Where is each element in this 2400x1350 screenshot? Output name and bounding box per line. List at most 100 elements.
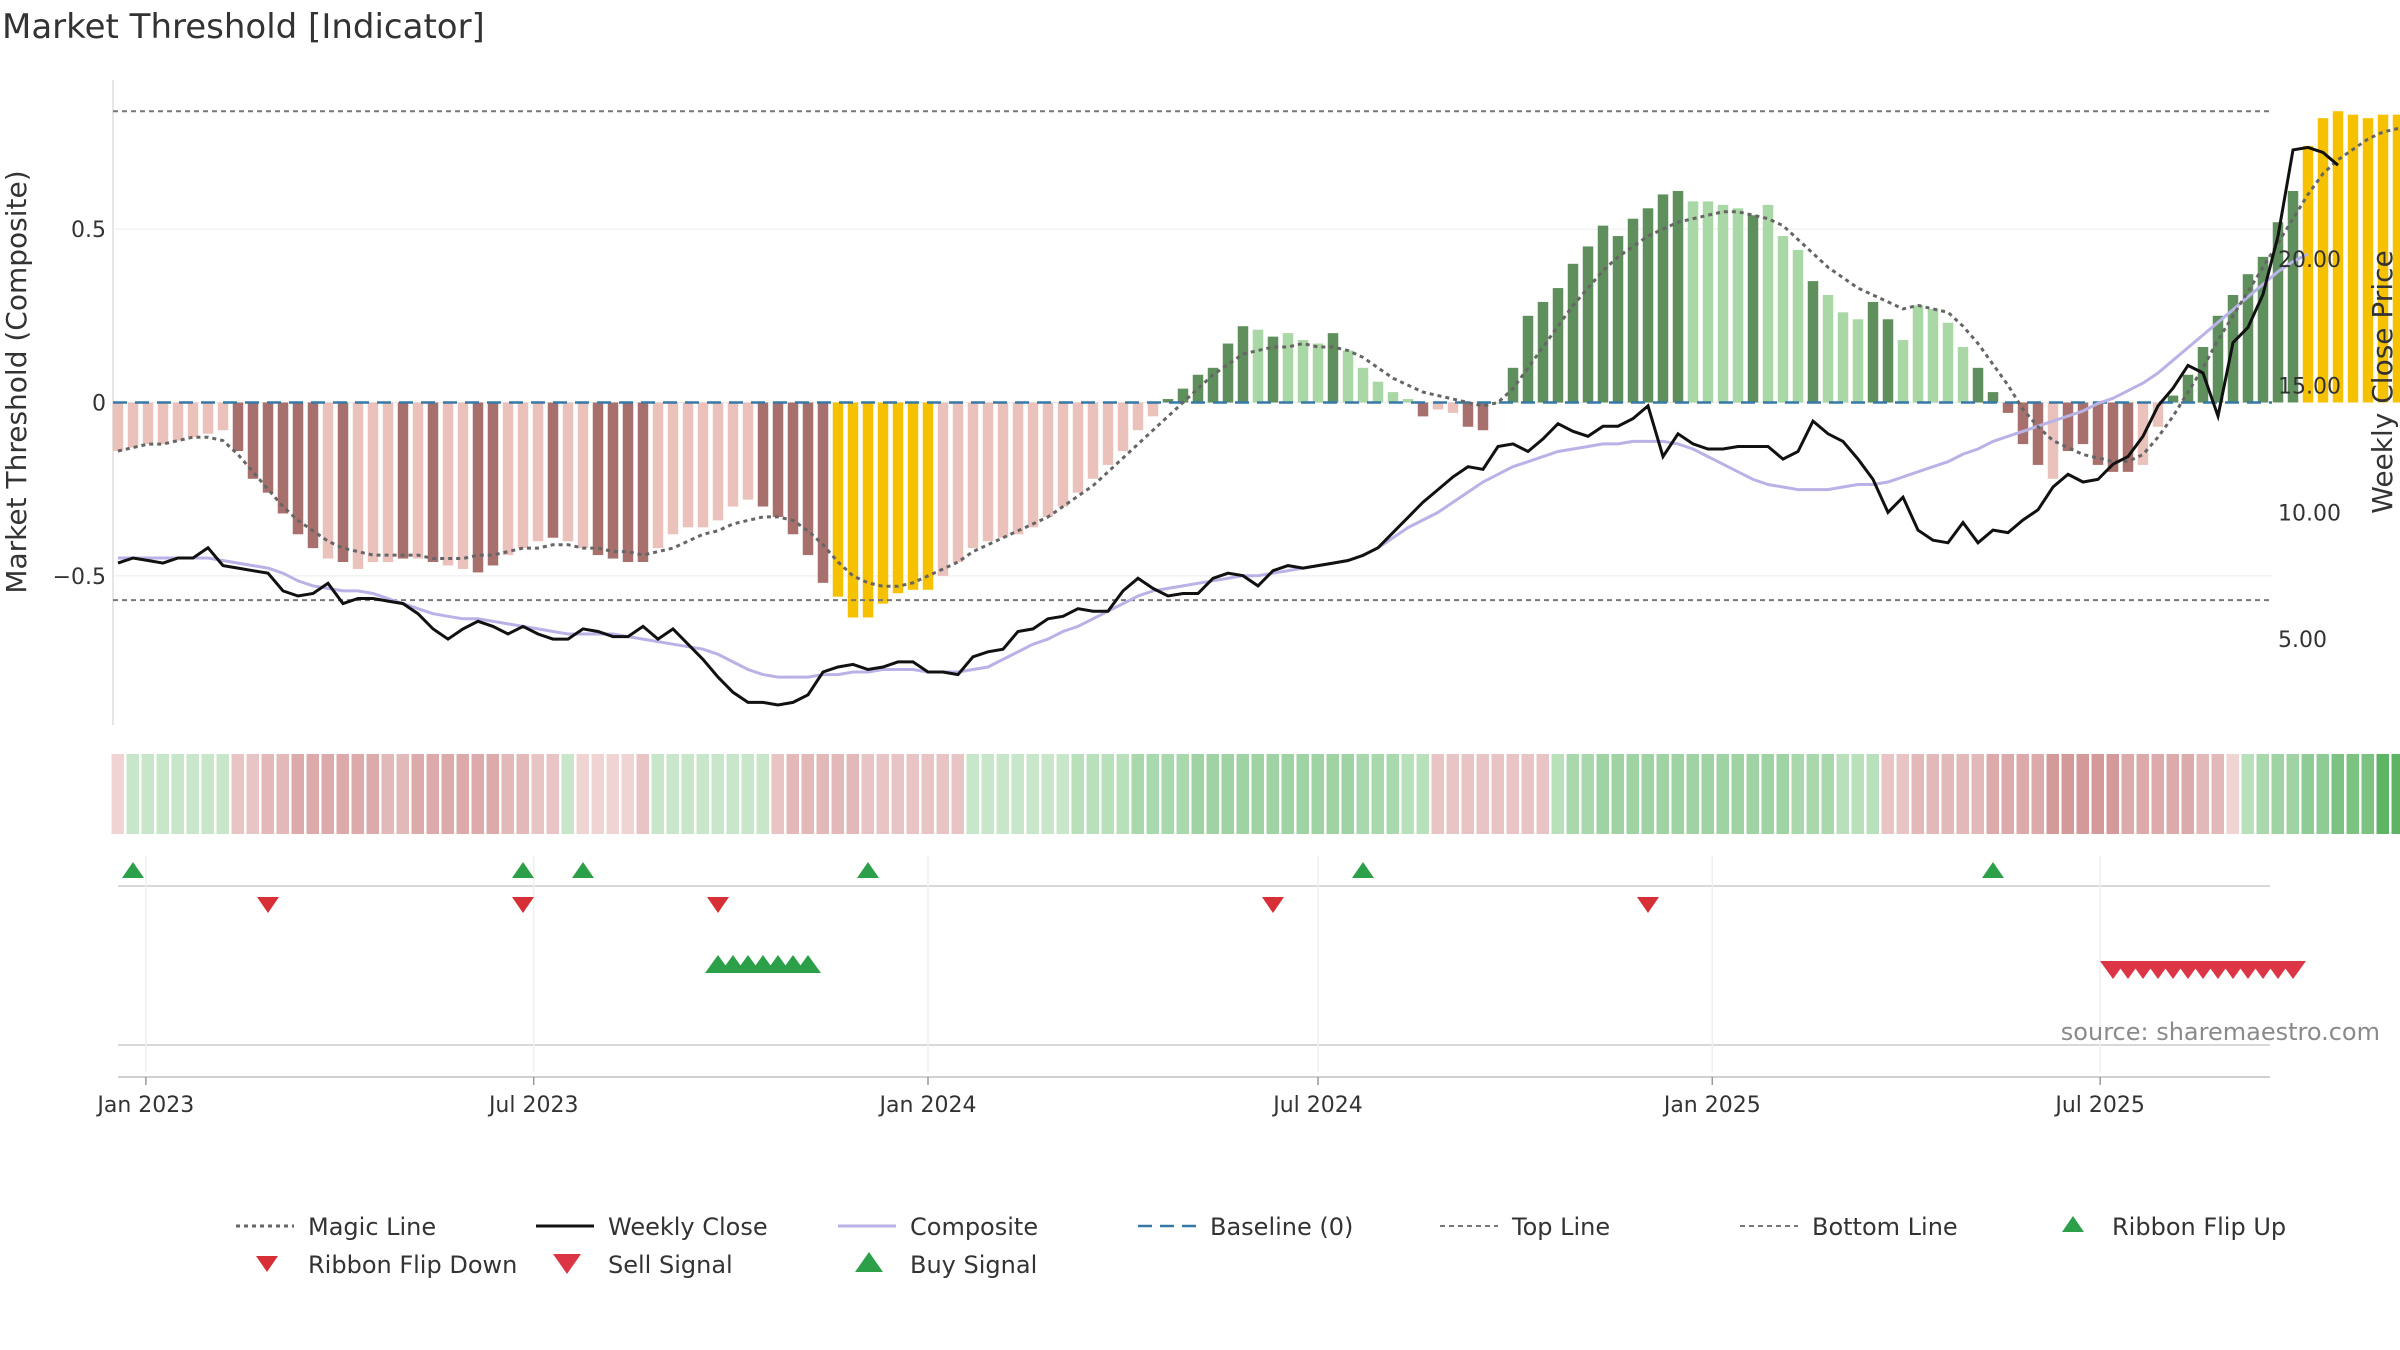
- composite-bar: [127, 402, 139, 448]
- composite-bar: [1702, 201, 1714, 403]
- ribbon-cell: [906, 754, 919, 834]
- composite-bar: [1957, 347, 1969, 403]
- composite-bar: [607, 402, 619, 559]
- composite-bar: [1312, 343, 1324, 403]
- ribbon-cell: [201, 754, 214, 834]
- sell-signal-marker: [2280, 961, 2306, 979]
- composite-bar: [1027, 402, 1039, 528]
- ribbon-cell: [1266, 754, 1279, 834]
- ribbon-cell: [636, 754, 649, 834]
- ribbon-flip-up-marker: [122, 862, 144, 878]
- composite-bar: [1342, 350, 1354, 403]
- ribbon-cell: [1671, 754, 1684, 834]
- composite-bar: [367, 402, 379, 563]
- ribbon-cell: [1731, 754, 1744, 834]
- ribbon-cell: [2076, 754, 2089, 834]
- x-axis: Jan 2023 Jul 2023 Jan 2024 Jul 2024 Jan 2025…: [95, 1077, 2145, 1118]
- composite-bar: [457, 402, 469, 569]
- ribbon-cell: [726, 754, 739, 834]
- composite-bar: [1657, 194, 1669, 403]
- left-axis-title: Market Threshold (Composite): [0, 170, 33, 593]
- composite-bar: [1102, 402, 1114, 465]
- composite-bar: [2317, 118, 2329, 403]
- ribbon-cell: [261, 754, 274, 834]
- ribbon-cell: [756, 754, 769, 834]
- ribbon-flip-up-marker: [1982, 862, 2004, 878]
- legend-swatch-buy-signal: [855, 1252, 883, 1272]
- composite-bar: [1192, 374, 1204, 403]
- ribbon-cell: [276, 754, 289, 834]
- ribbon-cell: [501, 754, 514, 834]
- ribbon-cell: [1191, 754, 1204, 834]
- composite-bar: [1147, 402, 1159, 417]
- ribbon-cell: [1446, 754, 1459, 834]
- ribbon-cell: [741, 754, 754, 834]
- composite-bar: [487, 402, 499, 566]
- ribbon-cell: [2151, 754, 2164, 834]
- ribbon-cell: [2196, 754, 2209, 834]
- composite-bar: [712, 402, 724, 521]
- composite-bar: [322, 402, 334, 559]
- composite-bar: [817, 402, 829, 583]
- ribbon-cell: [1806, 754, 1819, 834]
- composite-bar: [2242, 274, 2254, 403]
- legend-label-top: Top Line: [1511, 1213, 1610, 1241]
- ribbon-cell: [1086, 754, 1099, 834]
- ribbon-cell: [1881, 754, 1894, 834]
- ribbon-cell: [1356, 754, 1369, 834]
- composite-bar: [1807, 281, 1819, 403]
- composite-bar: [772, 402, 784, 517]
- composite-bar: [2092, 402, 2104, 465]
- composite-bar: [427, 402, 439, 563]
- composite-bar: [1672, 190, 1684, 403]
- composite-bar: [1552, 288, 1564, 403]
- composite-bar: [187, 402, 199, 438]
- ribbon-cell: [546, 754, 559, 834]
- ribbon-cell: [1341, 754, 1354, 834]
- ribbon-cell: [1296, 754, 1309, 834]
- composite-bar: [847, 402, 859, 618]
- ribbon-cell: [2016, 754, 2029, 834]
- composite-bar: [412, 402, 424, 559]
- composite-bar: [1612, 236, 1624, 403]
- composite-bar: [1237, 326, 1249, 403]
- ribbon-cell: [1611, 754, 1624, 834]
- ribbon-cell: [126, 754, 139, 834]
- ribbon-cell: [1971, 754, 1984, 834]
- ribbon-cell: [1596, 754, 1609, 834]
- composite-bar: [1087, 402, 1099, 479]
- composite-bar: [802, 402, 814, 556]
- ribbon-cell: [1371, 754, 1384, 834]
- ribbon-cell: [1746, 754, 1759, 834]
- ribbon-cell: [291, 754, 304, 834]
- composite-bar: [1582, 246, 1594, 403]
- ribbon-cell: [1836, 754, 1849, 834]
- ribbon-cell: [2031, 754, 2044, 834]
- legend-label-flipup: Ribbon Flip Up: [2112, 1213, 2286, 1241]
- ribbon-cell: [1491, 754, 1504, 834]
- ribbon-cell: [1281, 754, 1294, 834]
- composite-bar: [757, 402, 769, 507]
- composite-bar: [1462, 402, 1474, 427]
- composite-bar: [532, 402, 544, 542]
- ribbon-cell: [1686, 754, 1699, 834]
- legend-swatch-ribbon-flip-up: [2062, 1216, 2084, 1232]
- legend-label-baseline: Baseline (0): [1210, 1213, 1353, 1241]
- ribbon-cell: [1761, 754, 1774, 834]
- composite-bar: [697, 402, 709, 528]
- composite-bar: [442, 402, 454, 566]
- x-tick-label: Jan 2024: [878, 1093, 977, 1118]
- composite-bar: [2167, 395, 2179, 403]
- ribbon-cell: [2316, 754, 2329, 834]
- ribbon-cell: [156, 754, 169, 834]
- composite-bar: [1522, 315, 1534, 403]
- composite-bar: [832, 402, 844, 597]
- composite-bar: [997, 402, 1009, 538]
- composite-bar: [2377, 114, 2389, 403]
- composite-bar: [1972, 367, 1984, 403]
- legend-label-buy: Buy Signal: [910, 1251, 1037, 1279]
- ribbon-cell: [186, 754, 199, 834]
- ribbon-cell: [1776, 754, 1789, 834]
- composite-bar: [787, 402, 799, 535]
- composite-bar: [112, 402, 124, 452]
